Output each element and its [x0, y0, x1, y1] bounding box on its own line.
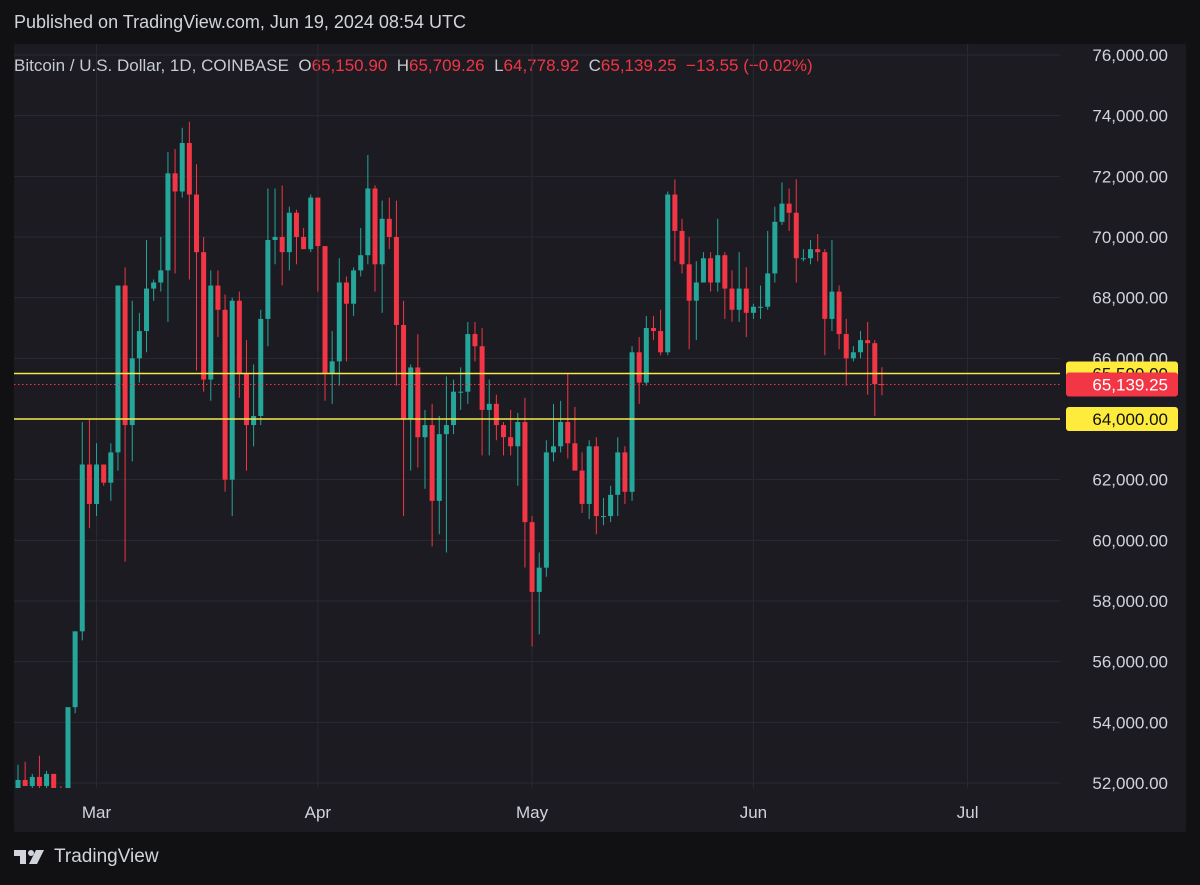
low-label: L — [494, 56, 504, 75]
high-label: H — [396, 56, 409, 75]
tradingview-footer[interactable]: TradingView — [14, 846, 159, 868]
low-value: 64,778.92 — [503, 56, 580, 75]
close-label: C — [588, 56, 601, 75]
symbol-label: Bitcoin / U.S. Dollar, 1D, COINBASE — [14, 56, 289, 75]
tradingview-logo-icon — [14, 850, 44, 864]
change-value: −13.55 (−0.02%) — [686, 56, 813, 75]
ohlc-legend: Bitcoin / U.S. Dollar, 1D, COINBASE O65,… — [14, 56, 813, 76]
published-header: Published on TradingView.com, Jun 19, 20… — [14, 12, 466, 32]
tradingview-brand: TradingView — [54, 846, 159, 867]
close-value: 65,139.25 — [600, 56, 677, 75]
open-value: 65,150.90 — [311, 56, 388, 75]
open-label: O — [298, 56, 312, 75]
chart-panel[interactable] — [14, 44, 1186, 832]
high-value: 65,709.26 — [408, 56, 485, 75]
